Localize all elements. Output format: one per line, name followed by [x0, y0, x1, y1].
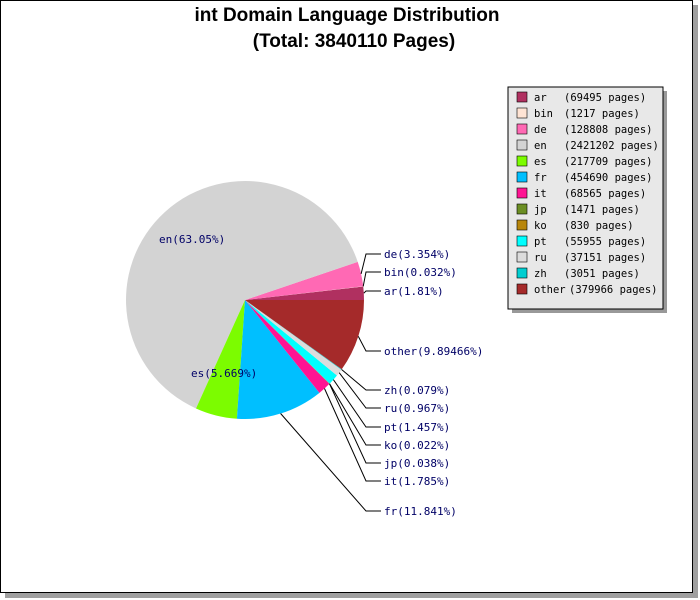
legend-code-ar: ar — [534, 92, 547, 104]
legend-swatch-ru — [516, 251, 528, 263]
legend-swatch-pt — [516, 235, 528, 247]
legend-pages-es: (217709 pages) — [564, 156, 653, 168]
legend-swatch-ko — [516, 219, 528, 231]
legend-swatch-de — [516, 123, 528, 135]
legend-pages-other: (379966 pages) — [569, 284, 658, 296]
slice-label-pt: pt(1.457%) — [384, 421, 450, 434]
legend-pages-fr: (454690 pages) — [564, 172, 653, 184]
slice-label-it: it(1.785%) — [384, 475, 450, 488]
legend-code-jp: jp — [534, 204, 547, 216]
slice-label-es: es(5.669%) — [191, 367, 257, 380]
slice-label-jp: jp(0.038%) — [384, 457, 450, 470]
legend-pages-bin: (1217 pages) — [564, 108, 640, 120]
legend-code-es: es — [534, 156, 547, 168]
legend-pages-de: (128808 pages) — [564, 124, 653, 136]
pie-slice-other — [245, 300, 364, 370]
leader-line-other — [357, 336, 381, 352]
pie-slice-ko — [245, 300, 330, 384]
legend-pages-it: (68565 pages) — [564, 188, 646, 200]
pie-slices — [126, 180, 364, 419]
legend-box — [507, 86, 664, 310]
legend-swatch-en — [516, 139, 528, 151]
pie-slice-bin — [245, 286, 364, 300]
pie-slice-en — [126, 180, 358, 409]
legend-swatch-other — [516, 283, 528, 295]
legend-code-zh: zh — [534, 268, 547, 280]
leader-line-pt — [332, 379, 381, 428]
slice-label-zh: zh(0.079%) — [384, 384, 450, 397]
chart-subtitle: (Total: 3840110 Pages) — [253, 31, 455, 52]
pie-slice-jp — [245, 300, 330, 384]
legend-pages-jp: (1471 pages) — [564, 204, 640, 216]
leader-line-zh — [341, 369, 381, 391]
leader-line-bin — [362, 271, 381, 287]
pie-slice-es — [196, 300, 245, 419]
leader-line-jp — [329, 383, 381, 464]
legend-pages-ko: (830 pages) — [564, 220, 634, 232]
legend-pages-ar: (69495 pages) — [564, 92, 646, 104]
legend-code-de: de — [534, 124, 547, 136]
chart-title: int Domain Language Distribution — [194, 5, 499, 26]
slice-label-ar: ar(1.81%) — [384, 285, 444, 298]
pie-slice-de — [245, 261, 364, 300]
pie-slice-it — [245, 300, 330, 393]
pie-slice-pt — [245, 300, 337, 384]
legend-swatch-es — [516, 155, 528, 167]
legend-pages-pt: (55955 pages) — [564, 236, 646, 248]
legend-code-ko: ko — [534, 220, 547, 232]
leader-line-ko — [329, 383, 381, 446]
slice-label-other: other(9.89466%) — [384, 345, 483, 358]
legend-swatch-ar — [516, 91, 528, 103]
legend-swatch-fr — [516, 171, 528, 183]
pie-slice-ru — [245, 300, 342, 376]
slice-label-ko: ko(0.022%) — [384, 439, 450, 452]
slice-label-en: en(63.05%) — [159, 233, 225, 246]
pie-slice-zh — [245, 300, 342, 370]
slice-label-bin: bin(0.032%) — [384, 266, 457, 279]
leader-line-it — [324, 388, 381, 482]
leader-line-ar — [363, 290, 381, 294]
legend: ar (69495 pages) bin (1217 pages) de (128808 … — [507, 86, 667, 313]
legend-code-pt: pt — [534, 236, 547, 248]
slice-labels: ar(1.81%) bin(0.032%) de(3.354%) en(63.05%)… — [159, 233, 483, 518]
legend-swatch-zh — [516, 267, 528, 279]
legend-swatch-jp — [516, 203, 528, 215]
pie-slice-ar — [245, 286, 364, 300]
leader-line-ru — [338, 372, 381, 409]
legend-code-it: it — [534, 188, 547, 200]
legend-code-en: en — [534, 140, 547, 152]
legend-pages-ru: (37151 pages) — [564, 252, 646, 264]
legend-code-ru: ru — [534, 252, 547, 264]
leader-line-de — [360, 253, 381, 275]
legend-code-other: other — [534, 284, 566, 296]
legend-swatch-bin — [516, 107, 528, 119]
pie-slice-fr — [236, 300, 320, 419]
slice-label-de: de(3.354%) — [384, 248, 450, 261]
slice-label-ru: ru(0.967%) — [384, 402, 450, 415]
legend-swatch-it — [516, 187, 528, 199]
slice-label-fr: fr(11.841%) — [384, 505, 457, 518]
legend-pages-zh: (3051 pages) — [564, 268, 640, 280]
leader-line-fr — [280, 413, 381, 512]
legend-code-bin: bin — [534, 108, 553, 120]
legend-code-fr: fr — [534, 172, 547, 184]
legend-pages-en: (2421202 pages) — [564, 140, 659, 152]
